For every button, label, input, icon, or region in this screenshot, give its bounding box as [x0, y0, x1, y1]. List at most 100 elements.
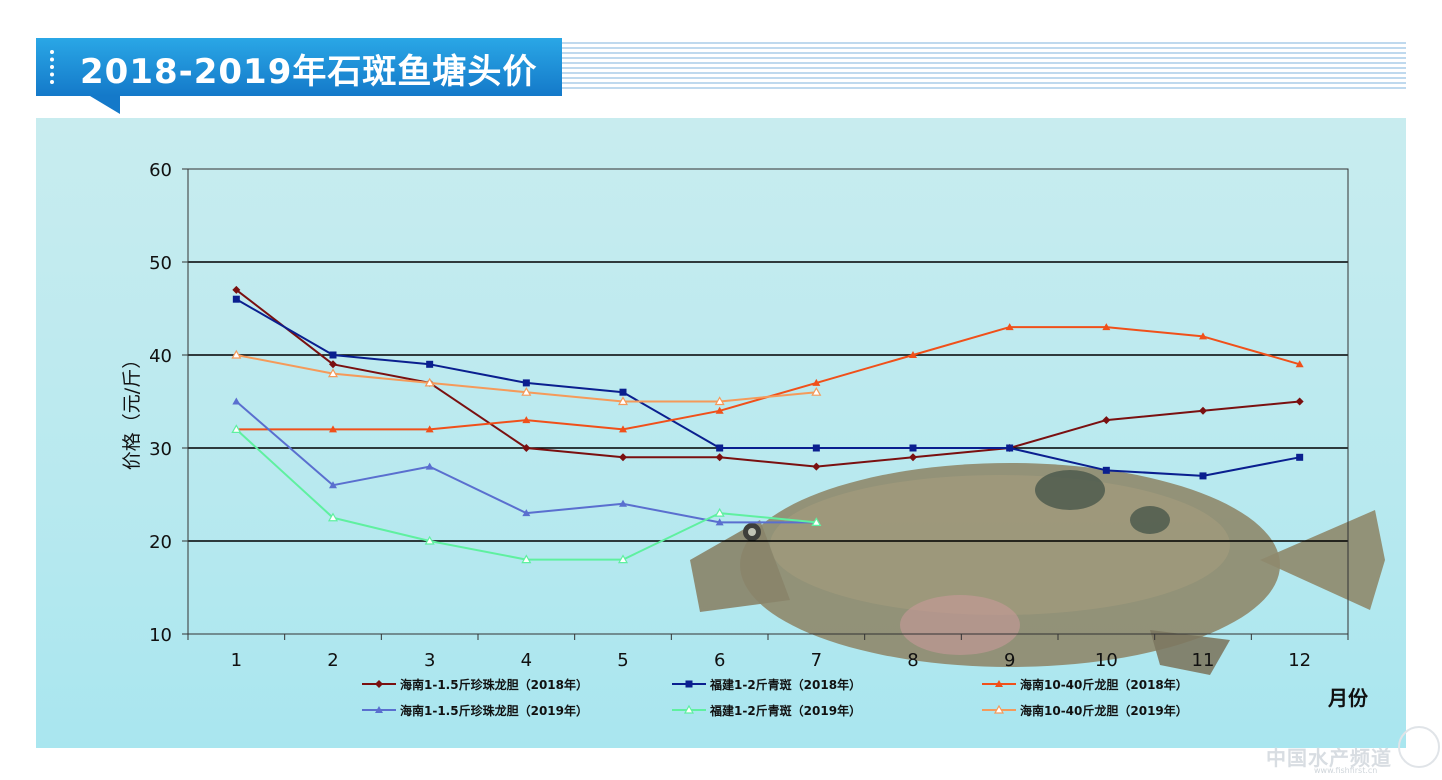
series-line — [236, 326, 1300, 431]
x-tick-label: 7 — [811, 650, 822, 671]
data-point — [1005, 323, 1014, 331]
data-point — [231, 424, 242, 433]
series-line — [235, 298, 1300, 477]
data-point — [909, 351, 917, 358]
x-tick-label: 11 — [1192, 650, 1215, 671]
data-point — [426, 360, 434, 368]
watermark-url: www.fishfirst.cn — [1314, 766, 1378, 775]
legend-label: 海南10-40斤龙胆（2018年） — [1020, 677, 1188, 692]
data-point — [327, 368, 339, 378]
data-point — [375, 706, 383, 713]
data-point — [425, 425, 434, 433]
data-point — [812, 444, 820, 452]
data-point — [619, 499, 627, 507]
series-1 — [232, 285, 1304, 471]
legend-label: 海南10-40斤龙胆（2019年） — [1020, 703, 1188, 718]
banner-tail — [90, 96, 120, 114]
legend-item: 海南1-1.5斤珍珠龙胆（2018年） — [362, 677, 588, 692]
data-point — [327, 512, 339, 522]
data-point — [232, 295, 240, 303]
series-2 — [232, 295, 1304, 480]
data-point — [522, 444, 531, 452]
series-6 — [231, 349, 822, 406]
data-point — [521, 554, 532, 564]
globe-icon — [1398, 726, 1440, 768]
data-point — [812, 462, 821, 471]
data-point — [522, 379, 530, 387]
x-tick-label: 6 — [714, 650, 725, 671]
watermark-text: 中国水产频道 — [1266, 746, 1392, 770]
data-point — [909, 444, 917, 452]
data-point — [521, 386, 532, 396]
data-point — [619, 453, 627, 462]
header-stripes — [562, 42, 1406, 90]
data-point — [715, 453, 724, 462]
data-point — [1199, 472, 1207, 480]
data-point — [1296, 453, 1304, 461]
data-point — [424, 535, 435, 545]
x-tick-label: 8 — [907, 650, 918, 671]
data-point — [329, 360, 337, 369]
data-point — [617, 554, 629, 564]
y-tick-label: 40 — [149, 346, 172, 367]
title-banner: 2018-2019年石斑鱼塘头价 — [36, 38, 562, 96]
legend-label: 福建1-2斤青斑（2018年） — [709, 677, 861, 692]
y-tick-label: 50 — [149, 253, 172, 274]
data-point — [1102, 416, 1111, 425]
data-point — [424, 377, 435, 387]
data-point — [715, 518, 724, 526]
legend-item: 海南10-40斤龙胆（2018年） — [982, 677, 1188, 692]
data-point — [375, 680, 383, 688]
legend-item: 福建1-2斤青斑（2019年） — [672, 703, 861, 718]
data-point — [683, 704, 695, 714]
y-tick-label: 10 — [149, 625, 172, 646]
x-tick-label: 1 — [231, 650, 242, 671]
data-point — [1006, 444, 1014, 452]
data-point — [522, 509, 531, 517]
legend-item: 海南1-1.5斤珍珠龙胆（2019年） — [362, 703, 588, 718]
chart-legend: 海南1-1.5斤珍珠龙胆（2018年） 福建1-2斤青斑（2018年） 海南10-4… — [362, 677, 1188, 718]
data-point — [716, 444, 724, 452]
data-point — [619, 388, 627, 396]
data-point — [522, 416, 531, 424]
data-point — [714, 507, 725, 517]
x-tick-label: 10 — [1095, 650, 1118, 671]
legend-item: 海南10-40斤龙胆（2019年） — [982, 703, 1188, 718]
data-point — [1102, 466, 1110, 474]
x-axis-label: 月份 — [1327, 686, 1369, 710]
x-tick-label: 9 — [1004, 650, 1015, 671]
grouper-fish-illustration — [690, 463, 1385, 675]
data-point — [993, 704, 1005, 714]
data-point — [232, 285, 241, 294]
x-tick-label: 2 — [327, 650, 338, 671]
legend-item: 福建1-2斤青斑（2018年） — [672, 677, 861, 692]
y-tick-label: 60 — [149, 160, 172, 181]
y-tick-label: 30 — [149, 439, 172, 460]
x-tick-label: 5 — [617, 650, 628, 671]
data-point — [995, 680, 1003, 687]
data-point — [685, 680, 693, 688]
data-point — [329, 351, 337, 359]
y-tick-label: 20 — [149, 532, 172, 553]
legend-label: 福建1-2斤青斑（2019年） — [709, 703, 861, 718]
data-point — [1295, 360, 1304, 368]
page-title: 2018-2019年石斑鱼塘头价 — [80, 52, 538, 92]
data-point — [909, 453, 917, 462]
x-tick-label: 4 — [521, 650, 532, 671]
data-point — [232, 397, 241, 405]
data-point — [1295, 397, 1304, 406]
y-axis-label: 价格（元/斤） — [121, 350, 143, 470]
series-line — [235, 289, 1300, 468]
data-point — [811, 386, 822, 396]
data-point — [425, 462, 434, 470]
data-point — [811, 517, 822, 527]
data-point — [1102, 323, 1111, 331]
chart-series — [231, 285, 1304, 564]
data-point — [715, 406, 724, 414]
data-point — [329, 425, 337, 433]
dotted-divider — [50, 50, 58, 84]
data-point — [231, 349, 242, 359]
legend-label: 海南1-1.5斤珍珠龙胆（2018年） — [400, 677, 588, 692]
